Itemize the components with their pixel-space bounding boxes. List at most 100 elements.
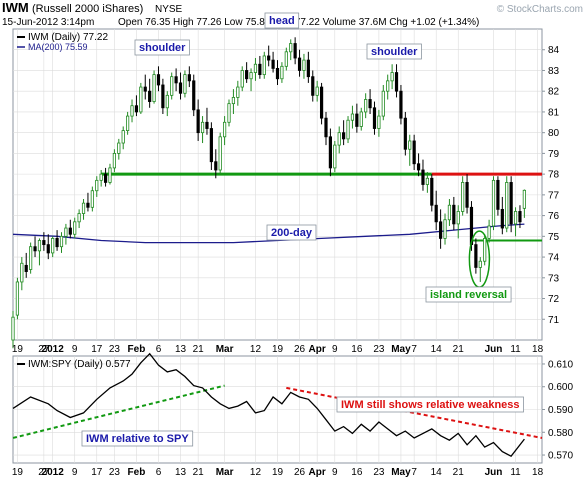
candle-body bbox=[496, 179, 500, 210]
ratio-x-tick-label: 12 bbox=[250, 467, 262, 478]
ratio-x-tick-label: 14 bbox=[431, 467, 443, 478]
price-x-tick-label: 21 bbox=[193, 344, 205, 355]
candle-body bbox=[174, 76, 178, 84]
candle-body bbox=[350, 113, 355, 121]
price-x-tick-label: Feb bbox=[128, 344, 146, 355]
candle-body bbox=[64, 227, 68, 237]
candle-body bbox=[81, 202, 86, 214]
candle bbox=[505, 176, 509, 233]
candle bbox=[192, 74, 196, 117]
candle-body bbox=[152, 74, 156, 102]
candle bbox=[245, 62, 249, 83]
price-x-tick-label: 14 bbox=[431, 344, 443, 355]
candle bbox=[333, 140, 337, 173]
price-x-tick-label: 26 bbox=[294, 344, 306, 355]
candle bbox=[86, 192, 90, 212]
candle-body bbox=[86, 202, 90, 208]
candle-body bbox=[443, 219, 447, 239]
annotation-left-shoulder: shoulder bbox=[134, 39, 190, 56]
candles bbox=[11, 37, 526, 349]
price-x-tick-label: Apr bbox=[309, 344, 326, 355]
candle bbox=[134, 95, 139, 117]
candle-body bbox=[231, 97, 236, 105]
price-y-tick-label: 84 bbox=[548, 45, 560, 56]
candle bbox=[15, 277, 20, 320]
candle-body bbox=[218, 136, 222, 171]
candle bbox=[412, 134, 416, 170]
ratio-x-tick-label: 19 bbox=[272, 467, 284, 478]
candle-body bbox=[324, 117, 328, 138]
candle-body bbox=[253, 63, 258, 73]
candle bbox=[236, 80, 240, 106]
candle bbox=[434, 190, 438, 231]
candle bbox=[139, 82, 143, 115]
candle bbox=[372, 101, 377, 135]
candle-body bbox=[337, 132, 341, 146]
candle-body bbox=[434, 204, 438, 223]
candle-body bbox=[192, 80, 196, 111]
candle bbox=[103, 167, 108, 187]
price-x-tick-label: 7 bbox=[411, 344, 417, 355]
annotation-right-shoulder: shoulder bbox=[366, 43, 422, 60]
candle-body bbox=[386, 80, 390, 92]
candle-body bbox=[11, 316, 15, 341]
candle bbox=[297, 49, 302, 77]
candle bbox=[165, 91, 169, 117]
candle-body bbox=[55, 238, 59, 248]
candle-body bbox=[108, 167, 112, 183]
candle bbox=[152, 70, 156, 104]
candle bbox=[478, 257, 482, 282]
candle bbox=[513, 207, 518, 237]
candle-body bbox=[306, 59, 310, 78]
price-x-tick-label: 18 bbox=[532, 344, 544, 355]
candle bbox=[416, 153, 421, 177]
candle-body bbox=[364, 99, 368, 113]
candle-body bbox=[284, 51, 288, 67]
candle bbox=[112, 149, 116, 173]
price-legend-label: IWM (Daily) 77.22 bbox=[28, 32, 108, 43]
candle-body bbox=[505, 182, 509, 229]
annotation-text: shoulder bbox=[139, 42, 186, 54]
candle-body bbox=[430, 177, 434, 206]
candle-body bbox=[103, 173, 108, 183]
candle-body bbox=[461, 182, 465, 212]
ratio-x-tick-label: 18 bbox=[532, 467, 544, 478]
ratio-y-tick-label: 0.580 bbox=[548, 428, 573, 439]
candle bbox=[443, 213, 447, 245]
ma-legend-label: MA(200) 75.59 bbox=[28, 42, 88, 52]
candle-body bbox=[271, 59, 275, 69]
price-x-tick-label: 9 bbox=[72, 344, 78, 355]
candle-body bbox=[236, 86, 240, 98]
price-x-tick-label: 13 bbox=[175, 344, 187, 355]
candle bbox=[200, 116, 205, 144]
candle bbox=[421, 159, 425, 191]
candle-body bbox=[51, 238, 55, 254]
candle bbox=[430, 174, 434, 212]
candle-body bbox=[368, 99, 372, 109]
candle-body bbox=[399, 90, 403, 119]
annotation-box bbox=[134, 39, 190, 56]
ratio-x-tick-label: Feb bbox=[128, 467, 146, 478]
candle bbox=[522, 189, 526, 218]
candle bbox=[240, 66, 244, 92]
candle-body bbox=[148, 90, 152, 102]
candle bbox=[209, 122, 213, 170]
candle bbox=[156, 66, 161, 92]
price-x-tick-label: 11 bbox=[510, 344, 521, 355]
price-x-tick-label: 23 bbox=[109, 344, 121, 355]
candle bbox=[289, 39, 293, 61]
ratio-y-axis: 0.570 0.580 0.590 0.600 0.610 bbox=[542, 359, 573, 462]
ratio-x-tick-label: 17 bbox=[91, 467, 103, 478]
exchange-label: NYSE bbox=[155, 4, 183, 15]
candle bbox=[262, 51, 266, 79]
candle-body bbox=[24, 264, 28, 272]
price-y-axis: 71 72 73 74 75 76 77 78 79 80 81 82 83 84 bbox=[542, 45, 560, 326]
candle bbox=[73, 217, 77, 239]
candle bbox=[29, 242, 33, 274]
candle bbox=[390, 64, 394, 90]
candle-body bbox=[42, 240, 46, 246]
candle-body bbox=[200, 121, 205, 134]
candle-body bbox=[227, 103, 231, 123]
